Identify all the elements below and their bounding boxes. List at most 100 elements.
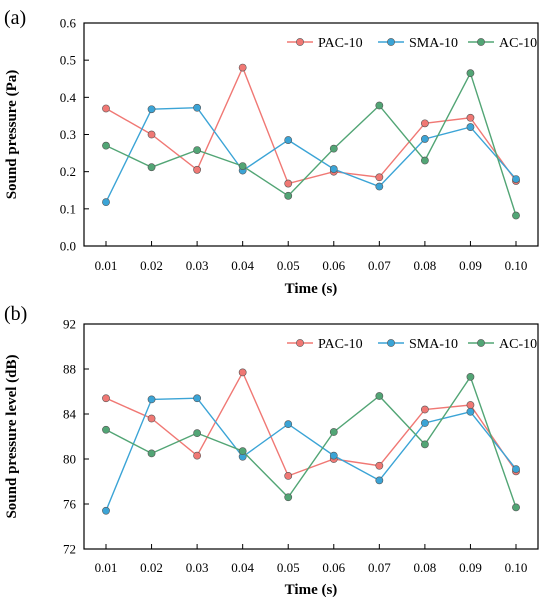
data-point-sma10 bbox=[193, 394, 202, 403]
y-tick-label: 0.0 bbox=[60, 239, 76, 254]
chart-panel-b: (b) 72 76 80 84 88 92 0.01 0.02 0.03 0.04 0.05 0.06… bbox=[4, 303, 539, 598]
x-tick-label: 0.08 bbox=[414, 560, 437, 575]
x-tick-label: 0.09 bbox=[459, 258, 482, 273]
data-point-pac10 bbox=[284, 179, 293, 188]
data-point-ac10 bbox=[147, 163, 156, 172]
data-point-sma10 bbox=[466, 407, 475, 416]
data-point-ac10 bbox=[102, 425, 110, 434]
y-tick-label: 0.6 bbox=[60, 16, 77, 31]
legend-marker-pac10 bbox=[296, 38, 304, 46]
data-point-ac10 bbox=[102, 141, 110, 150]
y-tick-label: 92 bbox=[63, 317, 76, 332]
data-point-pac10 bbox=[420, 119, 429, 128]
x-axis-title-a: Time (s) bbox=[285, 281, 338, 297]
data-point-sma10 bbox=[375, 182, 384, 191]
x-tick-label: 0.07 bbox=[368, 258, 391, 273]
x-axis-title-b: Time (s) bbox=[285, 582, 338, 598]
y-tick-label: 76 bbox=[63, 497, 77, 512]
data-point-pac10 bbox=[147, 130, 156, 139]
data-point-ac10 bbox=[420, 440, 429, 449]
data-point-sma10 bbox=[466, 123, 475, 131]
chart-panel-a: (a) 0.0 0.1 0.2 0.3 0.4 0.5 0.6 0.01 0.02 0.03 0.0… bbox=[4, 7, 539, 297]
data-point-pac10 bbox=[193, 451, 202, 460]
data-point-sma10 bbox=[329, 165, 338, 173]
data-point-sma10 bbox=[284, 136, 293, 144]
data-point-pac10 bbox=[284, 471, 293, 480]
data-point-sma10 bbox=[284, 420, 293, 429]
x-tick-label: 0.04 bbox=[231, 258, 254, 273]
data-point-ac10 bbox=[147, 449, 156, 458]
series-line-pac10-a bbox=[105, 65, 517, 185]
y-tick-label: 0.1 bbox=[60, 201, 76, 216]
data-point-sma10 bbox=[102, 506, 110, 515]
data-point-pac10 bbox=[238, 63, 247, 72]
series-line-sma10-b bbox=[105, 397, 517, 511]
x-tick-label: 0.09 bbox=[459, 560, 482, 575]
legend-label-pac10: PAC-10 bbox=[318, 337, 363, 352]
data-point-ac10 bbox=[193, 146, 202, 155]
y-tick-label: 88 bbox=[63, 362, 76, 377]
x-tick-label: 0.04 bbox=[231, 560, 254, 575]
y-tick-label: 80 bbox=[63, 452, 76, 467]
data-point-ac10 bbox=[238, 447, 247, 456]
data-point-sma10 bbox=[420, 419, 429, 427]
y-tick-label: 0.4 bbox=[60, 90, 77, 105]
data-point-pac10 bbox=[466, 113, 475, 122]
data-point-sma10 bbox=[512, 175, 520, 183]
x-tick-label: 0.02 bbox=[140, 560, 163, 575]
data-point-pac10 bbox=[147, 414, 156, 423]
legend-marker-pac10 bbox=[296, 339, 304, 347]
legend-marker-sma10 bbox=[387, 38, 395, 46]
data-point-ac10 bbox=[329, 144, 338, 153]
legend-label-ac10: AC-10 bbox=[499, 337, 537, 352]
x-tick-label: 0.08 bbox=[414, 258, 437, 273]
x-tick-label: 0.01 bbox=[95, 560, 118, 575]
legend-label-ac10: AC-10 bbox=[499, 36, 537, 51]
y-tick-label: 0.2 bbox=[60, 164, 76, 179]
data-point-ac10 bbox=[329, 428, 338, 436]
legend-label-sma10: SMA-10 bbox=[409, 36, 458, 51]
panel-label-a: (a) bbox=[4, 7, 26, 29]
series-line-ac10-a bbox=[105, 71, 517, 216]
x-tick-label: 0.02 bbox=[140, 258, 163, 273]
panel-label-b: (b) bbox=[4, 303, 27, 325]
y-tick-label: 0.3 bbox=[60, 127, 76, 142]
data-point-ac10 bbox=[420, 156, 429, 165]
data-point-sma10 bbox=[512, 465, 520, 474]
data-point-pac10 bbox=[102, 104, 110, 113]
y-tick-label: 72 bbox=[63, 542, 76, 557]
legend-marker-ac10 bbox=[477, 339, 485, 347]
x-tick-label: 0.01 bbox=[95, 258, 118, 273]
data-point-ac10 bbox=[466, 372, 475, 381]
legend-label-pac10: PAC-10 bbox=[318, 36, 363, 51]
data-point-ac10 bbox=[193, 429, 202, 438]
data-point-ac10 bbox=[512, 211, 520, 220]
data-point-pac10 bbox=[193, 165, 202, 174]
x-tick-label: 0.10 bbox=[505, 560, 528, 575]
data-point-ac10 bbox=[375, 392, 384, 400]
x-tick-label: 0.07 bbox=[368, 560, 391, 575]
x-tick-label: 0.05 bbox=[277, 560, 300, 575]
x-tick-label: 0.05 bbox=[277, 258, 300, 273]
data-point-pac10 bbox=[375, 173, 384, 182]
x-tick-label: 0.06 bbox=[322, 258, 345, 273]
y-tick-label: 84 bbox=[63, 407, 77, 422]
data-point-ac10 bbox=[512, 503, 520, 512]
data-point-sma10 bbox=[420, 135, 429, 143]
x-tick-label: 0.10 bbox=[505, 258, 528, 273]
data-point-pac10 bbox=[466, 401, 475, 409]
y-tick-label: 0.5 bbox=[60, 53, 76, 68]
data-point-pac10 bbox=[102, 394, 110, 403]
series-line-ac10-b bbox=[105, 375, 517, 508]
data-point-sma10 bbox=[147, 105, 156, 114]
y-axis-title-b: Sound pressure level (dB) bbox=[4, 354, 20, 518]
y-axis-title-a: Sound pressure (Pa) bbox=[4, 70, 20, 199]
data-point-pac10 bbox=[375, 461, 384, 470]
data-point-ac10 bbox=[375, 101, 384, 110]
x-tick-label: 0.03 bbox=[186, 560, 209, 575]
data-point-ac10 bbox=[466, 69, 475, 78]
data-point-ac10 bbox=[284, 191, 293, 200]
data-point-sma10 bbox=[329, 451, 338, 460]
data-point-ac10 bbox=[238, 162, 247, 170]
